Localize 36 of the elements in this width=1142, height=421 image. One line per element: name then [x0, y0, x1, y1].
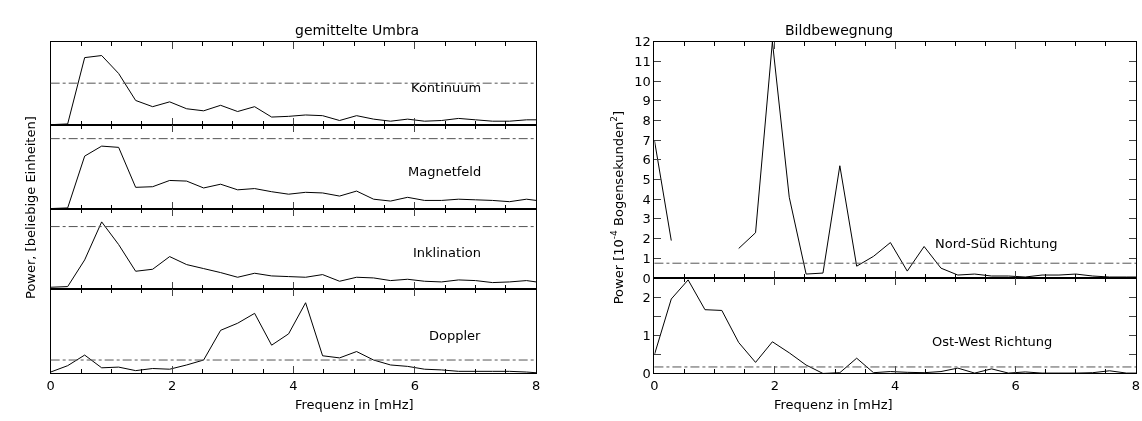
y-tick-label: 2: [642, 231, 651, 247]
y-tick-label: 7: [642, 132, 651, 148]
x-tick-label: 4: [289, 378, 298, 394]
annotation: Doppler: [429, 328, 482, 343]
x-tick-label: 8: [532, 378, 541, 394]
annotation: Inklination: [413, 245, 481, 260]
x-axis-title: Frequenz in [mHz]: [774, 397, 893, 412]
x-tick-label: 8: [1131, 378, 1141, 394]
y-tick-label: 0: [642, 270, 651, 286]
x-tick-label: 2: [167, 378, 177, 394]
y-tick-label: 1: [642, 327, 651, 343]
y-tick-label: 12: [634, 34, 651, 50]
x-tick-label: 2: [770, 378, 779, 394]
x-tick-label: 4: [891, 378, 900, 394]
y-tick-label: 2: [642, 289, 651, 305]
y-tick-label: 3: [642, 211, 651, 227]
x-tick-label: 6: [1011, 378, 1020, 394]
y-axis-title: Power, [beliebige Einheiten]: [22, 116, 38, 299]
y-tick-label: 1: [642, 250, 651, 266]
annotation: Kontinuum: [411, 80, 482, 95]
y-tick-label: 5: [642, 172, 651, 188]
x-axis-title: Frequenz in [mHz]: [295, 397, 414, 412]
chart-title: Bildbewegnung: [785, 22, 894, 38]
annotation: Nord-Süd Richtung: [935, 236, 1058, 251]
y-tick-label: 10: [634, 73, 651, 89]
y-tick-label: 4: [642, 191, 651, 207]
x-tick-label: 6: [410, 378, 419, 394]
y-tick-label: 11: [634, 53, 651, 69]
y-tick-label: 6: [642, 152, 651, 168]
y-tick-label: 0: [642, 366, 651, 382]
y-tick-label: 9: [642, 93, 651, 109]
chart-title: gemittelte Umbra: [295, 22, 420, 38]
y-tick-label: 8: [642, 113, 651, 129]
annotation: Magnetfeld: [408, 164, 482, 179]
x-tick-label: 0: [46, 378, 55, 394]
annotation: Ost-West Richtung: [932, 334, 1053, 349]
